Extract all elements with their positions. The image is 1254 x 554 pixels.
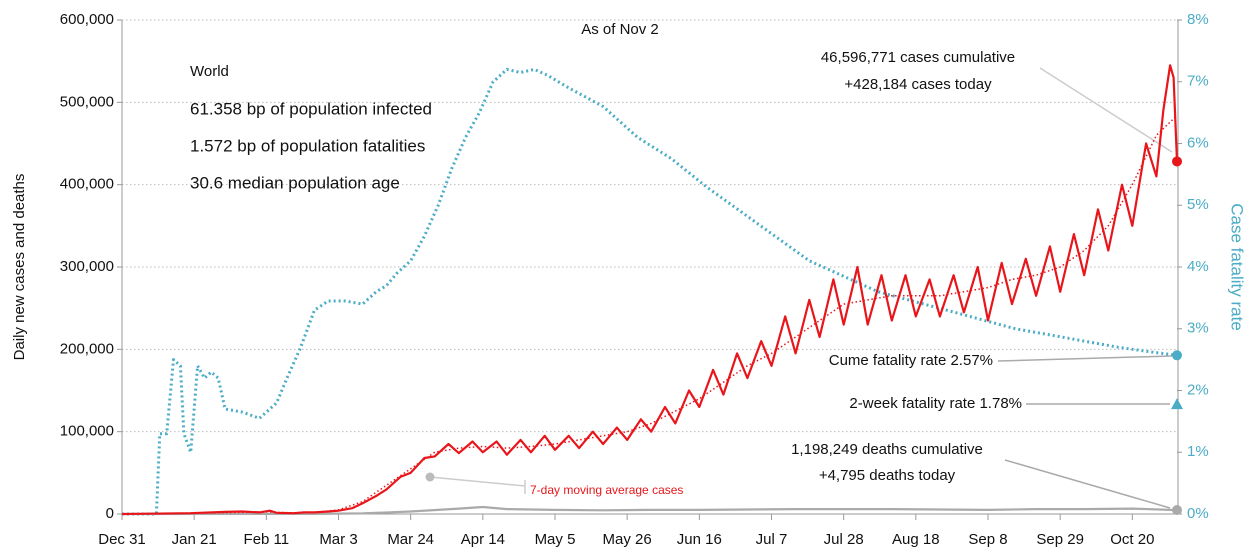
- x-tick-label: Dec 31: [98, 531, 146, 548]
- subtitle: As of Nov 2: [581, 21, 659, 38]
- y-tick-label: 300,000: [60, 258, 114, 275]
- x-tick-label: Feb 11: [244, 531, 290, 548]
- annotation: 46,596,771 cases cumulative: [821, 49, 1015, 66]
- x-tick-label: Oct 20: [1110, 531, 1154, 548]
- x-tick-label: Apr 14: [461, 531, 505, 548]
- y-axis-label: Daily new cases and deaths: [11, 174, 28, 361]
- series-label: 7-day moving average cases: [530, 483, 683, 497]
- annotation: +428,184 cases today: [844, 76, 992, 93]
- end-marker: [1172, 156, 1182, 167]
- info-line: 30.6 median population age: [190, 173, 400, 192]
- y2-tick-label: 5%: [1187, 196, 1209, 213]
- series-line: [122, 67, 1178, 516]
- y2-tick-label: 4%: [1187, 258, 1209, 275]
- x-tick-label: May 5: [535, 531, 576, 548]
- leader: [1039, 67, 1173, 153]
- x-tick-label: Sep 29: [1036, 531, 1084, 548]
- x-tick-label: Sep 8: [968, 531, 1007, 548]
- x-tick-label: Mar 3: [319, 531, 357, 548]
- x-tick-label: Jul 7: [756, 531, 788, 548]
- y2-tick-label: 8%: [1187, 11, 1209, 28]
- y-tick-label: 500,000: [60, 93, 114, 110]
- annotation: Cume fatality rate 2.57%: [829, 352, 993, 369]
- region-title: World: [190, 63, 229, 80]
- annotation: +4,795 deaths today: [819, 467, 956, 484]
- leader-dot: [425, 472, 435, 482]
- annotation: 1,198,249 deaths cumulative: [791, 441, 983, 458]
- x-tick-label: Jan 21: [172, 531, 217, 548]
- series-line: [121, 64, 1179, 516]
- y2-tick-label: 1%: [1187, 443, 1209, 460]
- y2-tick-label: 3%: [1187, 320, 1209, 337]
- y2-axis-label: Case fatality rate: [1228, 203, 1247, 331]
- x-tick-label: Jul 28: [824, 531, 864, 548]
- y2-tick-label: 6%: [1187, 134, 1209, 151]
- x-tick-label: Aug 18: [892, 531, 940, 548]
- series-line: [121, 505, 1178, 516]
- leader: [1004, 459, 1171, 509]
- end-marker: [1172, 350, 1182, 361]
- y-tick-label: 200,000: [60, 340, 114, 357]
- y-tick-label: 600,000: [60, 11, 114, 28]
- leader: [429, 476, 526, 487]
- y-tick-label: 0: [106, 505, 114, 522]
- y2-tick-label: 0%: [1187, 505, 1209, 522]
- x-tick-label: Mar 24: [387, 531, 434, 548]
- end-marker: [1172, 505, 1182, 516]
- x-tick-label: Jun 16: [677, 531, 722, 548]
- annotation: 2-week fatality rate 1.78%: [849, 395, 1022, 412]
- y-tick-label: 400,000: [60, 176, 114, 193]
- leader: [997, 355, 1173, 362]
- info-line: 1.572 bp of population fatalities: [190, 136, 425, 155]
- info-line: 61.358 bp of population infected: [190, 99, 432, 118]
- y2-tick-label: 2%: [1187, 381, 1209, 398]
- two-week-marker: [1171, 398, 1183, 410]
- x-tick-label: May 26: [603, 531, 652, 548]
- y2-tick-label: 7%: [1187, 73, 1209, 90]
- y-tick-label: 100,000: [60, 423, 114, 440]
